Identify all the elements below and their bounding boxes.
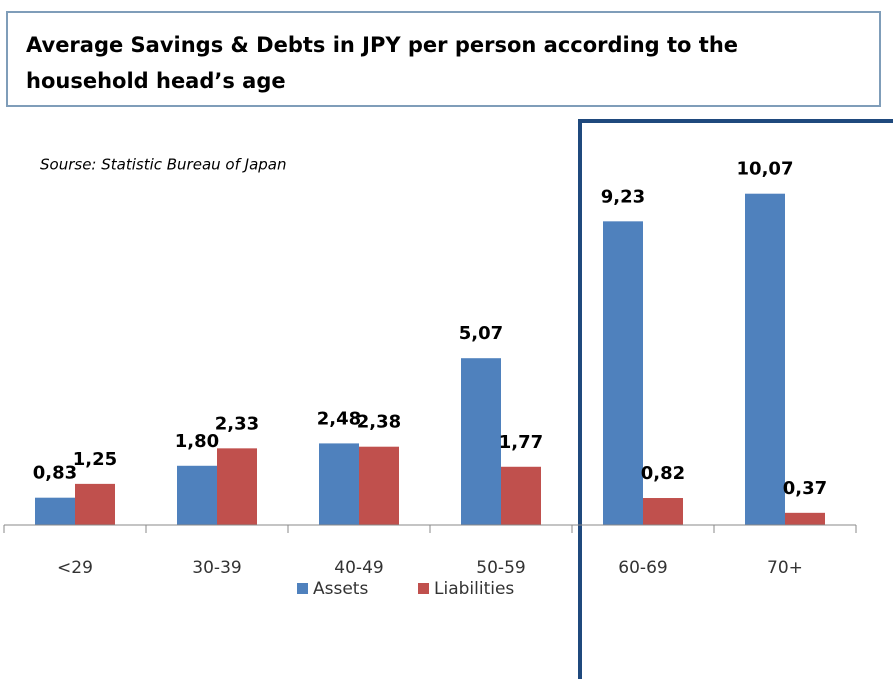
data-label: 2,38 [357,412,401,433]
data-label: 10,07 [737,159,794,180]
bar [217,448,257,525]
bar [603,221,643,525]
data-label: 5,07 [459,323,503,344]
legend-swatch [297,583,308,594]
chart-title: Average Savings & Debts in JPY per perso… [26,33,738,57]
data-label: 1,77 [499,432,543,453]
bar [75,483,115,525]
data-label: 0,82 [641,463,685,484]
x-tick-label: 30-39 [192,558,241,578]
x-tick-label: <29 [57,558,93,578]
x-tick-label: 70+ [767,558,803,578]
data-label: 2,48 [317,408,361,429]
bar [177,465,217,525]
bar [359,446,399,525]
title-box [6,11,881,107]
bar [461,358,501,525]
x-tick-label: 50-59 [476,558,525,578]
legend-swatch [418,583,429,594]
bar [785,512,825,525]
data-label: 0,83 [33,463,77,484]
legend-label: Assets [313,579,368,599]
data-label: 0,37 [783,478,827,499]
bar [35,497,75,525]
data-label: 9,23 [601,186,645,207]
chart-title: household head’s age [26,69,286,93]
data-label: 1,80 [175,431,219,452]
bar [745,193,785,525]
x-tick-label: 40-49 [334,558,383,578]
bar [501,466,541,525]
bar [319,443,359,525]
x-tick-label: 60-69 [618,558,667,578]
legend-label: Liabilities [434,579,514,599]
data-label: 2,33 [215,413,259,434]
highlight-box [578,119,893,679]
data-label: 1,25 [73,449,117,470]
source-note: Sourse: Statistic Bureau of Japan [40,156,286,174]
bar [643,498,683,525]
